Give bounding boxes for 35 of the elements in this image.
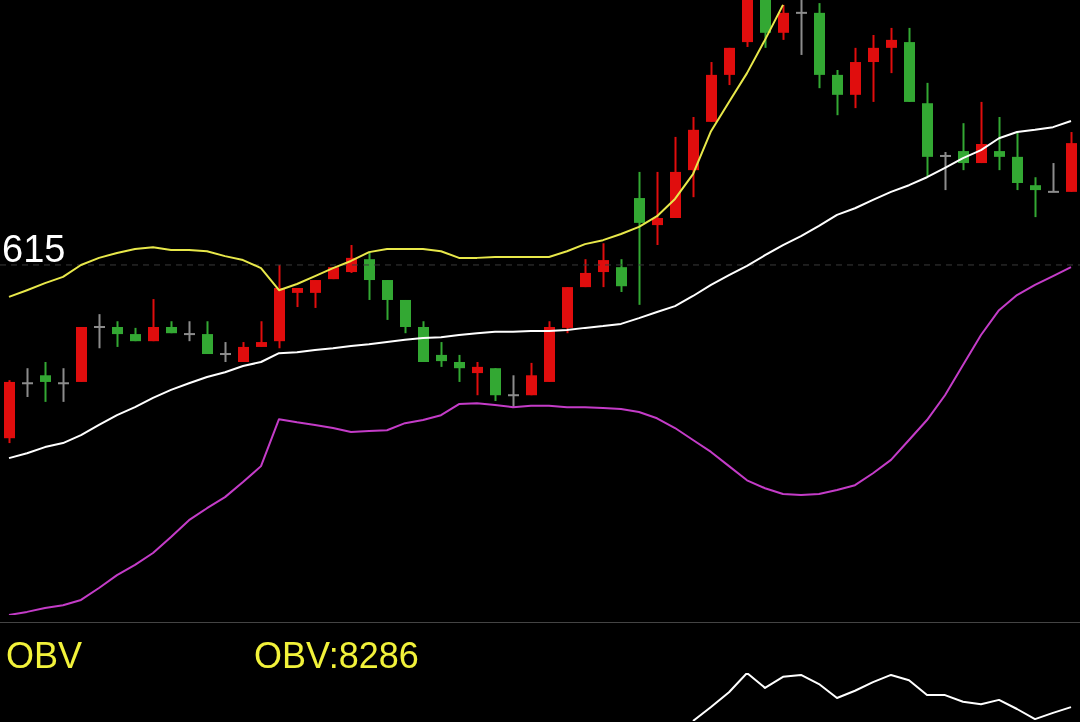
candlestick [256, 320, 267, 348]
candlestick [310, 279, 321, 309]
annotation: 615 [2, 228, 66, 271]
candlestick [526, 361, 537, 397]
candlestick [832, 69, 843, 117]
candlestick [40, 361, 51, 403]
candlestick [94, 313, 105, 350]
candlestick [454, 353, 465, 383]
annotation: OBV:8286 [254, 635, 419, 677]
candlestick [382, 279, 393, 321]
candlestick [58, 367, 69, 403]
candlestick [868, 34, 879, 103]
candlestick [940, 150, 951, 192]
candlestick [364, 251, 375, 301]
candlestick [202, 320, 213, 356]
candlestick [1048, 162, 1059, 193]
candlestick [994, 115, 1005, 172]
candlestick [184, 320, 195, 343]
candlestick [112, 320, 123, 348]
candlestick [472, 361, 483, 397]
candlestick [598, 242, 609, 289]
candlestick [796, 0, 807, 56]
candlestick [508, 374, 519, 409]
candlestick [616, 258, 627, 293]
candlestick [220, 341, 231, 363]
candlestick [22, 367, 33, 398]
candlestick [886, 26, 897, 75]
chart-title: OBV [6, 635, 83, 677]
candlestick [148, 298, 159, 343]
candlestick [436, 341, 447, 368]
candlestick [292, 287, 303, 309]
candlestick [1030, 176, 1041, 219]
candlestick [778, 3, 789, 41]
candlestick [652, 170, 663, 247]
candlestick [580, 258, 591, 289]
